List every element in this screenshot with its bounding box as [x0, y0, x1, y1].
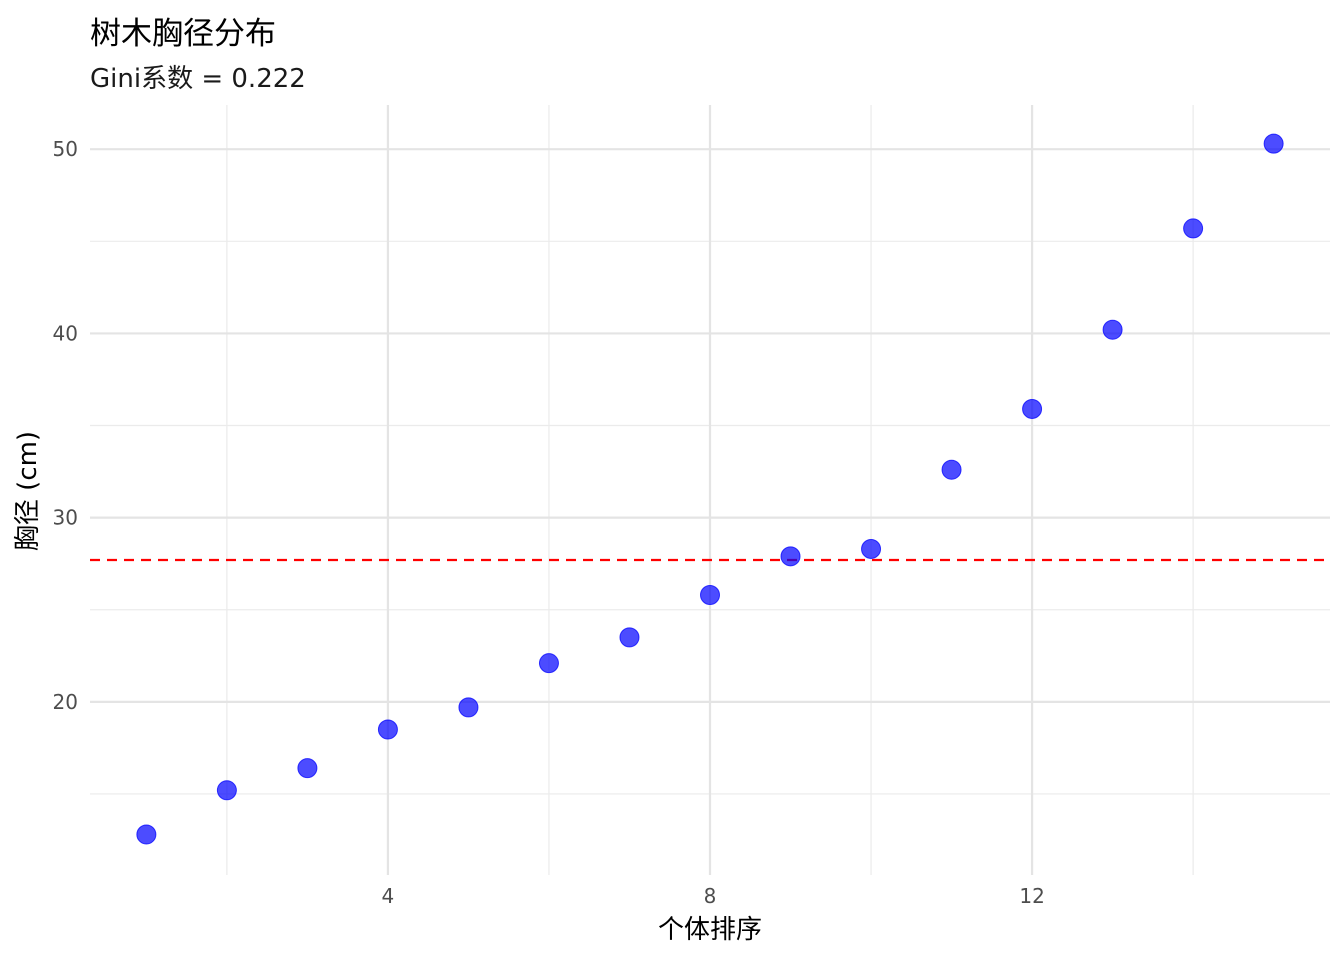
y-axis-title: 胸径 (cm) — [13, 431, 43, 551]
data-point — [780, 546, 801, 567]
data-point — [1022, 398, 1043, 419]
data-point — [1102, 319, 1123, 340]
data-point — [941, 459, 962, 480]
x-tick-label: 12 — [1019, 884, 1044, 908]
chart-subtitle: Gini系数 = 0.222 — [90, 64, 306, 94]
data-point — [619, 627, 640, 648]
x-axis-ticks: 4 8 12 — [382, 884, 1045, 908]
data-point — [458, 697, 479, 718]
y-tick-label: 40 — [53, 321, 78, 345]
data-point — [538, 653, 559, 674]
chart-title: 树木胸径分布 — [90, 16, 276, 52]
data-point — [861, 538, 882, 559]
y-tick-label: 30 — [53, 506, 78, 530]
y-tick-label: 20 — [53, 690, 78, 714]
data-point — [1263, 133, 1284, 154]
y-axis-ticks: 20 30 40 50 — [53, 137, 78, 714]
data-point — [297, 758, 318, 779]
data-point — [136, 824, 157, 845]
x-tick-label: 4 — [382, 884, 395, 908]
data-points — [136, 133, 1284, 845]
data-point — [700, 585, 720, 605]
x-axis-title: 个体排序 — [658, 915, 762, 945]
y-tick-label: 50 — [53, 137, 78, 161]
data-point — [377, 719, 398, 740]
data-point — [1183, 218, 1204, 239]
x-tick-label: 8 — [704, 884, 717, 908]
major-gridlines — [90, 105, 1330, 875]
data-point — [216, 780, 237, 801]
